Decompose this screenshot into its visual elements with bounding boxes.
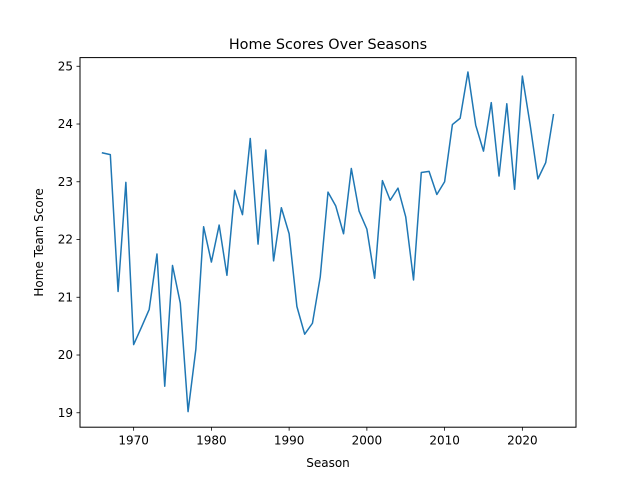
x-tick-label: 1980 [196, 434, 227, 448]
y-tick-label: 21 [58, 290, 73, 304]
y-axis-label: Home Team Score [32, 188, 46, 296]
x-tick-label: 1990 [274, 434, 305, 448]
y-tick-label: 20 [58, 348, 73, 362]
x-tick-label: 1970 [118, 434, 149, 448]
x-tick-label: 2000 [352, 434, 383, 448]
x-tick-label: 2020 [507, 434, 538, 448]
chart-title: Home Scores Over Seasons [229, 37, 427, 53]
y-tick-label: 19 [58, 406, 73, 420]
y-tick-label: 22 [58, 233, 73, 247]
x-axis-label: Season [306, 456, 350, 470]
y-tick-label: 23 [58, 175, 73, 189]
y-tick-label: 24 [58, 117, 73, 131]
x-tick-label: 2010 [429, 434, 460, 448]
y-tick-label: 25 [58, 59, 73, 73]
